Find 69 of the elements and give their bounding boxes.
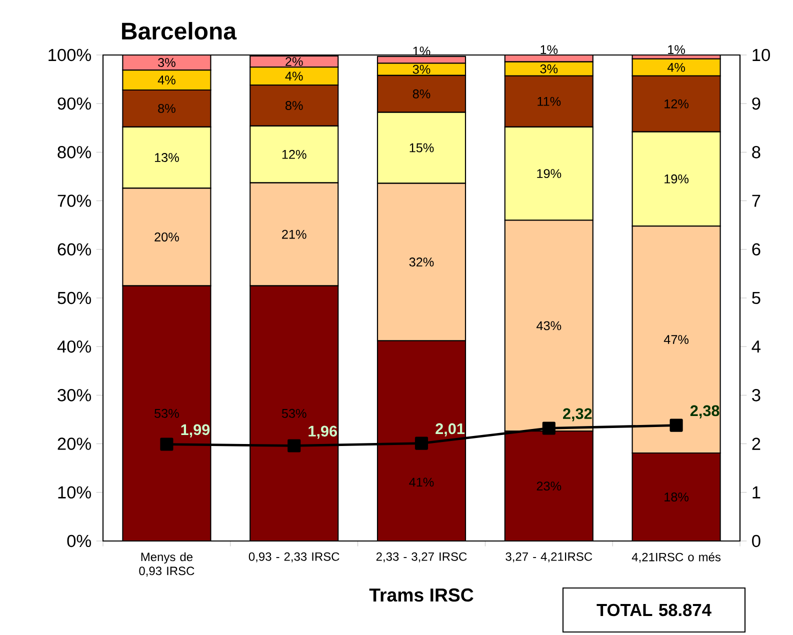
y2-tick-label: 3 [752, 389, 760, 402]
y-tick-label: 0% [67, 534, 92, 548]
point [288, 439, 301, 452]
data-label: 2,38 [690, 405, 720, 418]
y-tick-label: 20% [58, 438, 92, 450]
x-axis-title: Trams IRSC [369, 588, 474, 602]
data-label: 53% [282, 408, 306, 418]
point [542, 422, 556, 435]
y2-tick-label: 9 [752, 97, 760, 110]
x-tick-label: 0,93 - 2,33 IRSC [248, 552, 340, 562]
data-label: 3% [540, 64, 558, 74]
data-label: 53% [154, 408, 179, 418]
y-tick-label: 50% [58, 292, 92, 304]
point [160, 438, 174, 451]
data-label: 12% [282, 150, 306, 159]
data-label: 4% [667, 62, 685, 72]
data-label: 4% [158, 76, 176, 84]
y2-tick-label: 2 [752, 438, 760, 450]
y2-tick-label: 4 [752, 340, 761, 353]
data-label: 15% [410, 143, 434, 152]
y2-tick-label: 5 [752, 292, 760, 304]
y-tick-label: 70% [58, 194, 92, 207]
y2-tick-label: 8 [752, 146, 760, 158]
data-label: 1,96 [308, 426, 337, 439]
data-label: 13% [154, 153, 179, 162]
data-label: 1% [668, 45, 685, 54]
point [414, 436, 428, 450]
chart-title: Barcelona [122, 22, 237, 40]
y-tick-label: 90% [58, 97, 92, 110]
y-tick-label: 10% [58, 486, 92, 499]
data-label: 3% [158, 58, 176, 68]
data-label: 41% [409, 478, 434, 487]
data-label: 12% [664, 99, 689, 108]
y2-tick-label: 10 [752, 48, 770, 62]
data-label: 4% [285, 72, 303, 81]
y-tick-label: 30% [58, 389, 92, 402]
y-tick-label: 40% [57, 340, 92, 353]
data-label: 47% [664, 335, 689, 344]
data-label: 2,01 [436, 423, 465, 436]
data-label: 3% [412, 64, 430, 74]
y-tick-label: 100% [48, 48, 92, 62]
x-tick-label: 2,33 - 3,27 IRSC [376, 552, 467, 562]
data-label: 2,32 [563, 408, 592, 422]
y-tick-label: 80% [58, 146, 92, 158]
data-label: 19% [664, 174, 689, 184]
point [670, 418, 683, 432]
y-tick-label: 60% [58, 243, 92, 256]
data-label: 21% [282, 230, 306, 239]
data-label: 18% [664, 492, 689, 502]
x-tick-label: 3,27 - 4,21IRSC [506, 552, 592, 562]
data-label: 8% [285, 101, 303, 110]
text: TOTAL 58.874 [596, 604, 712, 616]
data-label: 23% [536, 482, 562, 491]
x-tick-label: 4,21IRSC o més [632, 552, 721, 563]
data-label: 32% [409, 258, 434, 267]
data-label: 19% [537, 169, 562, 178]
x-tick-label: Menys de 0,93 IRSC [139, 552, 194, 577]
data-label: 1,99 [181, 424, 210, 438]
data-label: 20% [154, 232, 179, 242]
data-label: 8% [158, 104, 176, 113]
y2-tick-label: 1 [752, 486, 760, 498]
data-label: 2% [286, 57, 303, 66]
data-label: 8% [412, 89, 430, 98]
y2-tick-label: 7 [752, 194, 760, 207]
data-label: 11% [538, 96, 561, 106]
data-label: 1% [540, 45, 558, 54]
y2-tick-label: 0 [752, 534, 760, 548]
y2-tick-label: 6 [752, 243, 760, 256]
data-label: 43% [536, 321, 562, 330]
